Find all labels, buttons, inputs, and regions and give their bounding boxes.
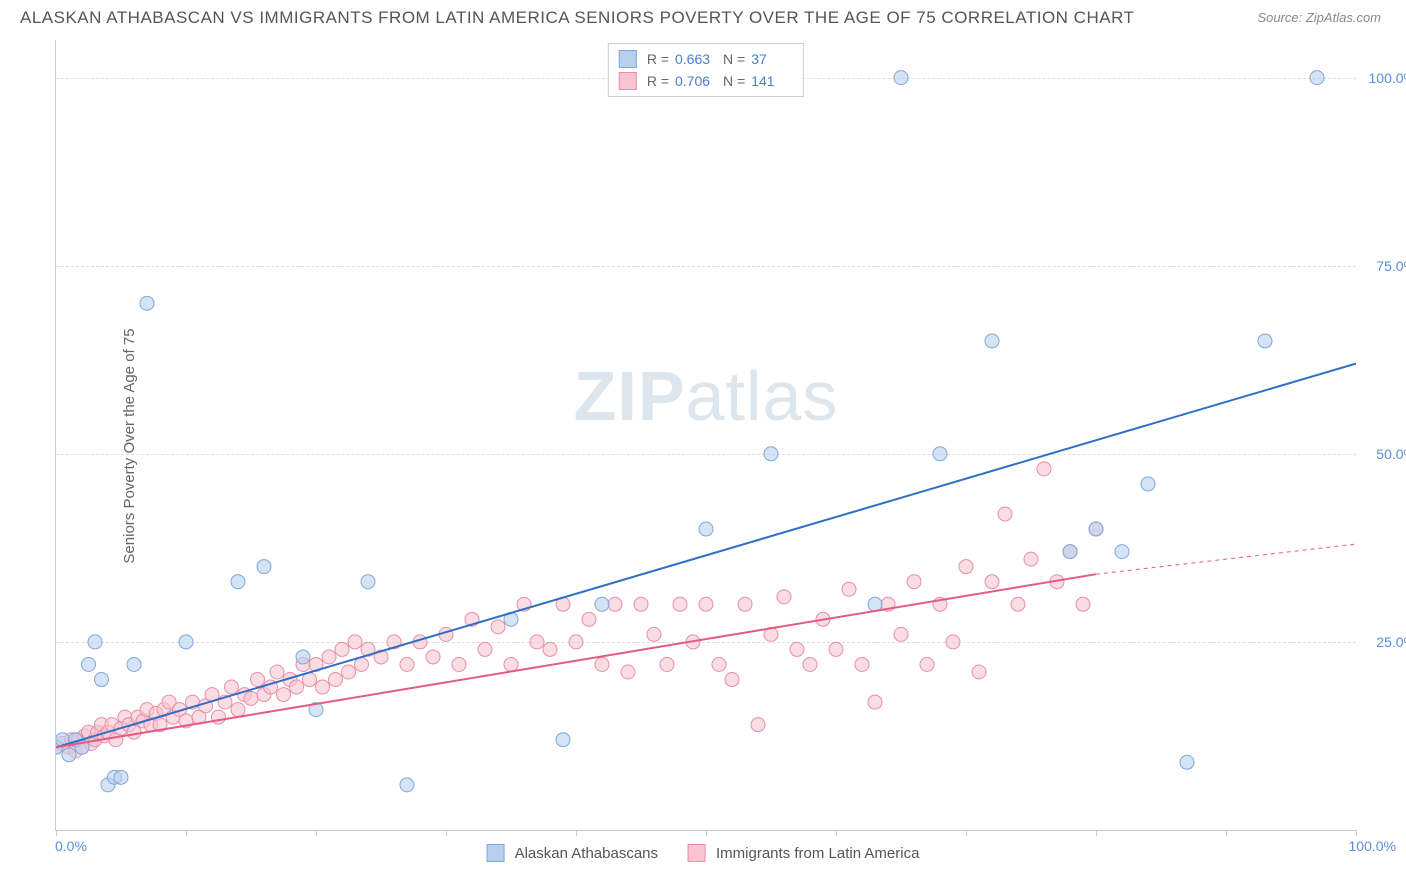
swatch-icon — [619, 50, 637, 68]
y-tick-label: 75.0% — [1376, 258, 1406, 274]
y-tick-label: 50.0% — [1376, 446, 1406, 462]
stats-legend-box: R = 0.663 N = 37 R = 0.706 N = 141 — [608, 43, 804, 97]
x-axis-max-label: 100.0% — [1349, 838, 1396, 854]
stats-row-2: R = 0.706 N = 141 — [619, 70, 793, 92]
swatch-icon — [619, 72, 637, 90]
swatch-icon — [688, 844, 706, 862]
chart-title: ALASKAN ATHABASCAN VS IMMIGRANTS FROM LA… — [20, 8, 1134, 28]
y-tick-label: 25.0% — [1376, 634, 1406, 650]
y-tick-label: 100.0% — [1369, 70, 1406, 86]
legend-item-1: Alaskan Athabascans — [487, 844, 658, 862]
bottom-legend: Alaskan Athabascans Immigrants from Lati… — [487, 844, 920, 862]
plot-area: ZIPatlas R = 0.663 N = 37 R = 0.706 N = … — [55, 40, 1356, 831]
scatter-svg — [56, 40, 1356, 830]
swatch-icon — [487, 844, 505, 862]
x-axis-min-label: 0.0% — [55, 838, 87, 854]
source-label: Source: ZipAtlas.com — [1257, 10, 1381, 25]
stats-row-1: R = 0.663 N = 37 — [619, 48, 793, 70]
legend-item-2: Immigrants from Latin America — [688, 844, 919, 862]
